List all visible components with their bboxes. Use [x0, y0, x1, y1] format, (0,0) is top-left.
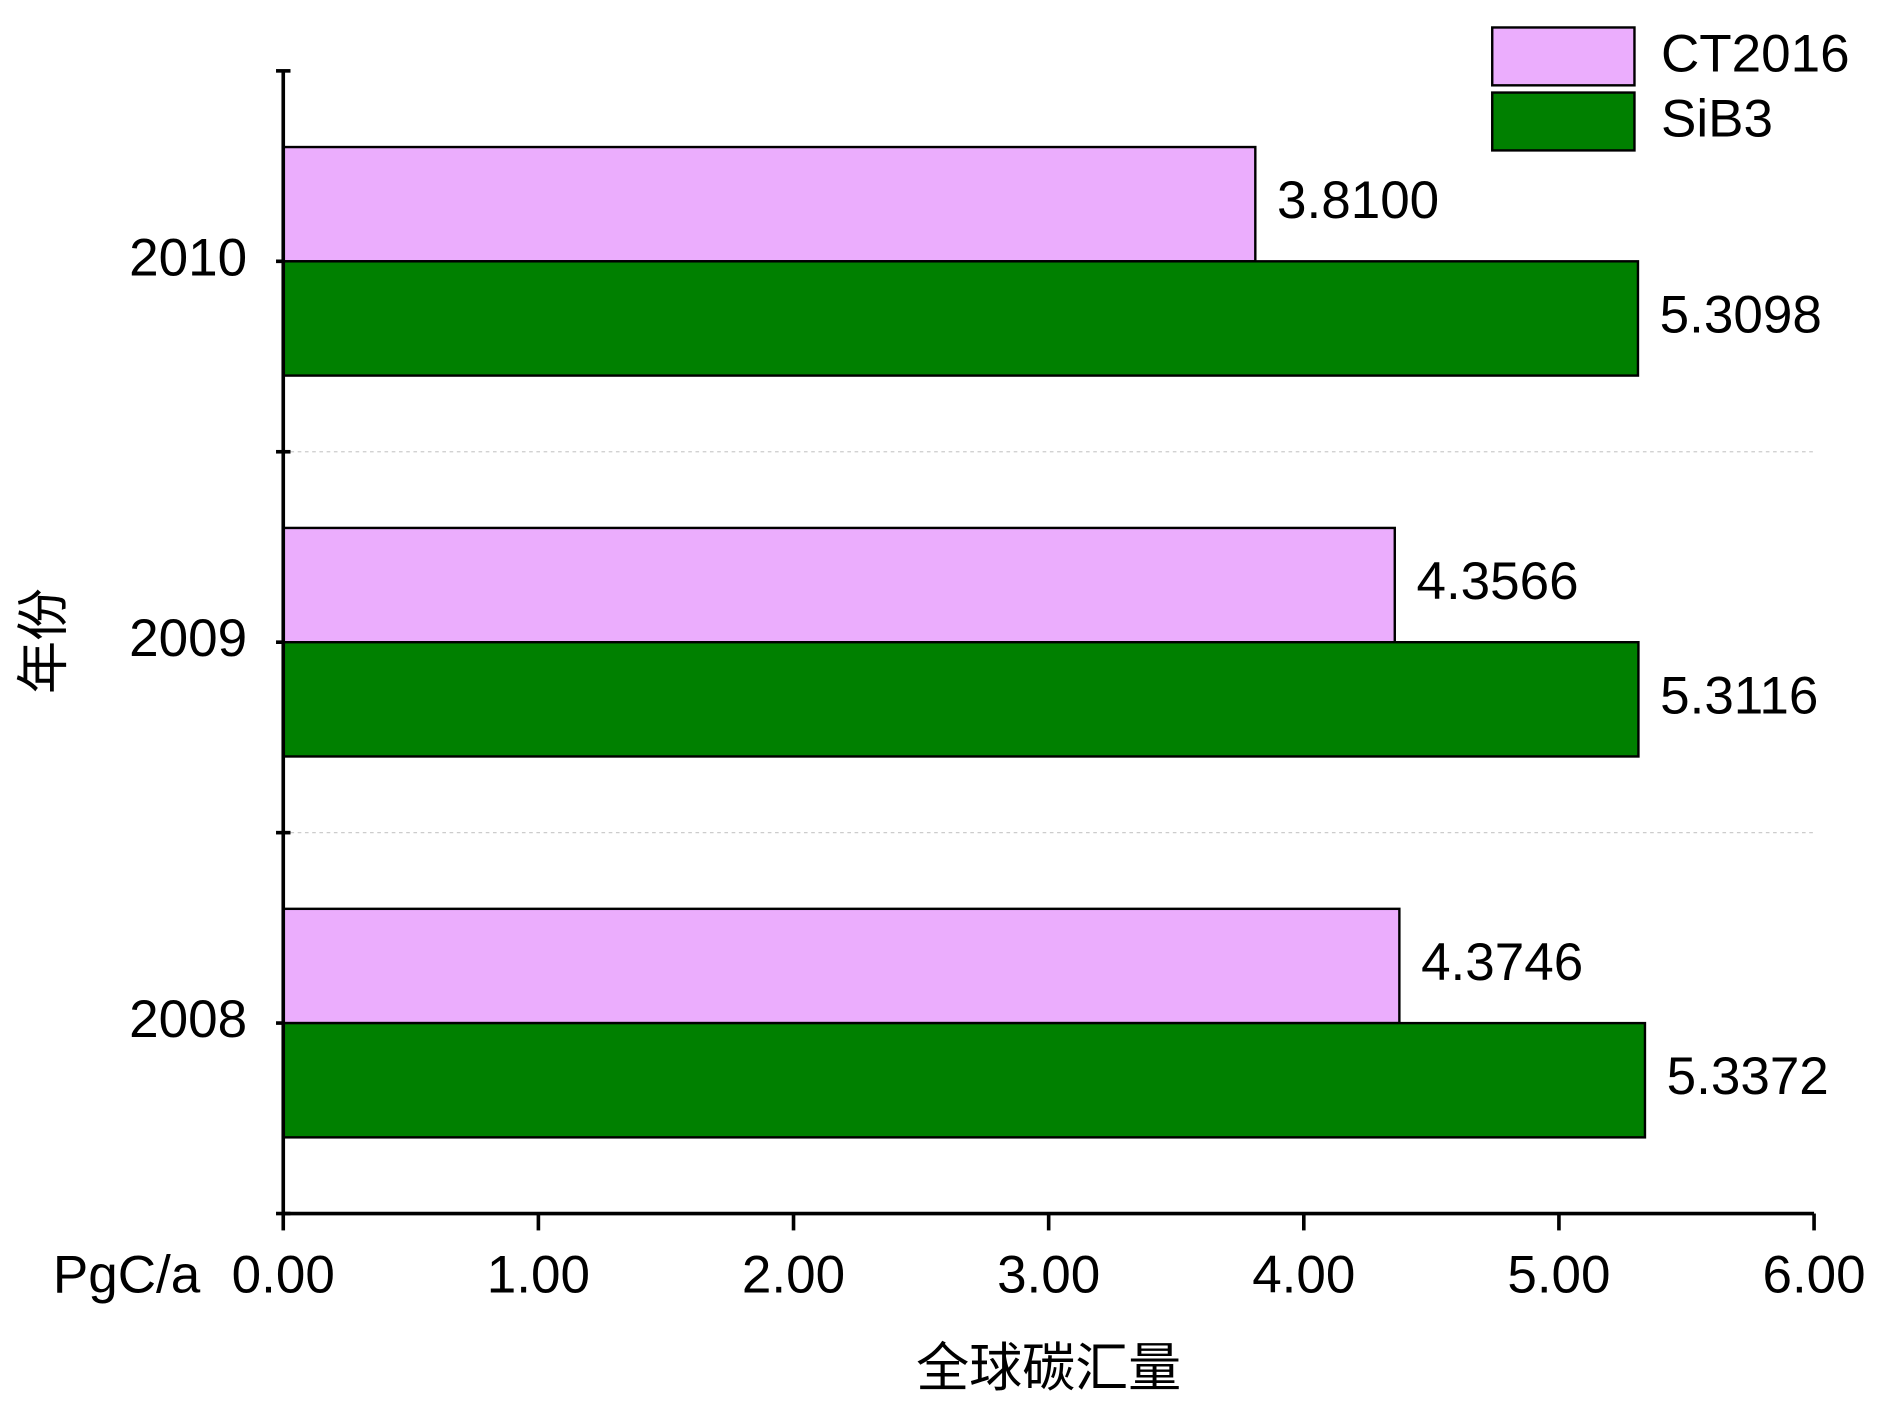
value-label: 4.3746: [1421, 933, 1583, 992]
bar: [282, 145, 1257, 263]
x-tick-label: 1.00: [487, 1246, 590, 1305]
value-label: 3.8100: [1277, 171, 1439, 230]
value-label: 5.3098: [1660, 285, 1822, 344]
x-tick-label: 2.00: [742, 1246, 845, 1305]
x-tick-label: 0.00: [232, 1246, 335, 1305]
value-label: 5.3116: [1660, 666, 1818, 725]
y-axis-title: 年份: [13, 588, 75, 694]
bar: [282, 907, 1401, 1025]
x-tick-label: 5.00: [1507, 1246, 1610, 1305]
legend-swatch: [1491, 26, 1636, 87]
bar: [282, 260, 1640, 377]
x-unit-label: PgC/a: [53, 1246, 201, 1305]
bar: [282, 1021, 1647, 1139]
value-label: 4.3566: [1416, 552, 1578, 611]
y-tick-label: 2010: [129, 228, 247, 287]
x-tick-label: 3.00: [997, 1246, 1100, 1305]
legend-label: CT2016: [1661, 25, 1850, 84]
y-tick-label: 2009: [129, 609, 247, 668]
x-tick-label: 4.00: [1252, 1246, 1355, 1305]
bar: [282, 641, 1640, 758]
legend-swatch: [1491, 91, 1636, 152]
bar: [282, 526, 1396, 644]
x-tick-label: 6.00: [1762, 1246, 1865, 1305]
legend-label: SiB3: [1661, 90, 1773, 149]
y-tick-label: 2008: [129, 990, 247, 1049]
x-axis-title: 全球碳汇量: [916, 1337, 1181, 1399]
value-label: 5.3372: [1667, 1047, 1829, 1106]
